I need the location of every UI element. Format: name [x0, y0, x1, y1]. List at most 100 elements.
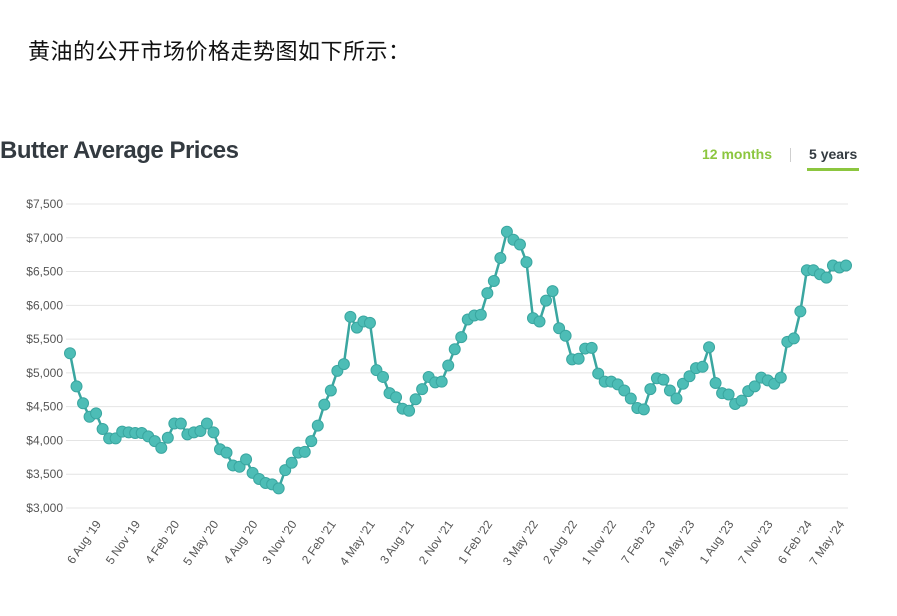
data-point [311, 419, 324, 432]
data-point [787, 332, 800, 345]
data-point [90, 407, 103, 420]
data-point [637, 403, 650, 416]
tab-12-months[interactable]: 12 months [702, 146, 773, 162]
y-tick-label: $3,000 [26, 501, 63, 515]
data-point [240, 453, 253, 466]
data-point [676, 377, 689, 390]
data-point [285, 456, 298, 469]
data-point [403, 404, 416, 417]
tab-separator [790, 148, 792, 162]
intro-text: 黄油的公开市场价格走势图如下所示： [28, 40, 411, 65]
data-point [474, 308, 487, 321]
data-point [553, 322, 566, 335]
range-tabs: 12 months 5 years [700, 146, 860, 172]
data-point [161, 431, 174, 444]
y-axis-ticks: $3,000 $3,500 $4,000 $4,500 $5,000 $5,500 $6,0… [26, 197, 63, 515]
data-point [448, 343, 461, 356]
y-tick-label: $7,500 [26, 197, 63, 211]
data-point [416, 383, 429, 396]
data-point [279, 464, 292, 477]
data-point [155, 441, 168, 454]
data-point [77, 397, 90, 410]
data-point [64, 347, 76, 360]
y-tick-label: $4,500 [26, 400, 63, 414]
data-point [748, 380, 761, 393]
series-line [68, 230, 847, 490]
x-tick-label: 2 Feb '21 [299, 517, 339, 566]
data-point [559, 329, 572, 342]
x-tick-label: 4 May '21 [337, 517, 378, 568]
data-point [442, 359, 455, 372]
y-tick-label: $7,000 [26, 231, 63, 245]
data-point [657, 373, 670, 386]
data-point [487, 275, 500, 288]
data-point [409, 393, 422, 406]
data-point [540, 294, 553, 307]
x-tick-label: 1 Aug '23 [697, 517, 737, 566]
data-point [500, 225, 513, 238]
data-point [200, 417, 213, 430]
x-tick-label: 5 May '20 [180, 517, 221, 568]
data-point [696, 360, 709, 373]
x-tick-label: 2 May '23 [656, 517, 697, 568]
data-point [774, 371, 787, 384]
data-point [298, 445, 311, 458]
data-point [194, 424, 207, 437]
data-point [455, 331, 468, 344]
y-tick-label: $5,000 [26, 366, 63, 380]
data-point [840, 259, 852, 272]
data-point [820, 271, 833, 284]
data-point [618, 384, 631, 397]
data-point [644, 383, 657, 396]
data-point [377, 370, 390, 383]
data-point [735, 394, 748, 407]
x-tick-label: 3 Nov '20 [259, 517, 300, 567]
data-point [520, 256, 533, 269]
x-axis-ticks: 6 Aug '195 Nov '19 4 Feb '205 May '20 4 Au… [64, 517, 848, 568]
data-point [494, 252, 507, 265]
data-point [337, 358, 350, 371]
data-point [663, 384, 676, 397]
data-points [64, 225, 852, 495]
data-point [390, 391, 403, 404]
y-tick-label: $5,500 [26, 332, 63, 346]
x-tick-label: 3 Aug '21 [377, 517, 417, 566]
x-tick-label: 7 Feb '23 [618, 517, 658, 566]
data-point [174, 417, 187, 430]
x-tick-label: 2 Nov '21 [416, 517, 457, 567]
data-point [220, 446, 233, 459]
data-point [305, 435, 318, 448]
data-point [96, 422, 109, 435]
data-point [722, 388, 735, 401]
y-tick-label: $4,000 [26, 433, 63, 447]
data-point [363, 316, 376, 329]
x-tick-label: 6 Aug '19 [64, 517, 104, 566]
y-tick-label: $3,500 [26, 467, 63, 481]
x-tick-label: 4 Feb '20 [142, 517, 182, 566]
chart-title: Butter Average Prices [0, 137, 239, 164]
data-point [272, 482, 285, 495]
data-point [546, 285, 559, 298]
data-point [344, 310, 357, 323]
x-tick-label: 5 Nov '19 [103, 517, 144, 567]
data-point [683, 370, 696, 383]
tab-5-years[interactable]: 5 years [807, 146, 860, 171]
data-point [670, 392, 683, 405]
data-point [533, 315, 546, 328]
x-tick-label: 7 Nov '23 [735, 517, 776, 567]
data-point [585, 341, 598, 354]
data-point [703, 341, 716, 354]
data-point [207, 426, 220, 439]
data-point [233, 460, 246, 473]
data-point [572, 352, 585, 365]
data-point [513, 238, 526, 251]
x-tick-label: 3 May '22 [500, 517, 541, 568]
data-point [70, 380, 83, 393]
x-tick-label: 1 Feb '22 [455, 517, 495, 566]
x-tick-label: 2 Aug '22 [540, 517, 580, 566]
x-tick-label: 1 Nov '22 [579, 517, 620, 567]
data-point [481, 287, 494, 300]
data-point [324, 384, 337, 397]
data-point [592, 367, 605, 380]
